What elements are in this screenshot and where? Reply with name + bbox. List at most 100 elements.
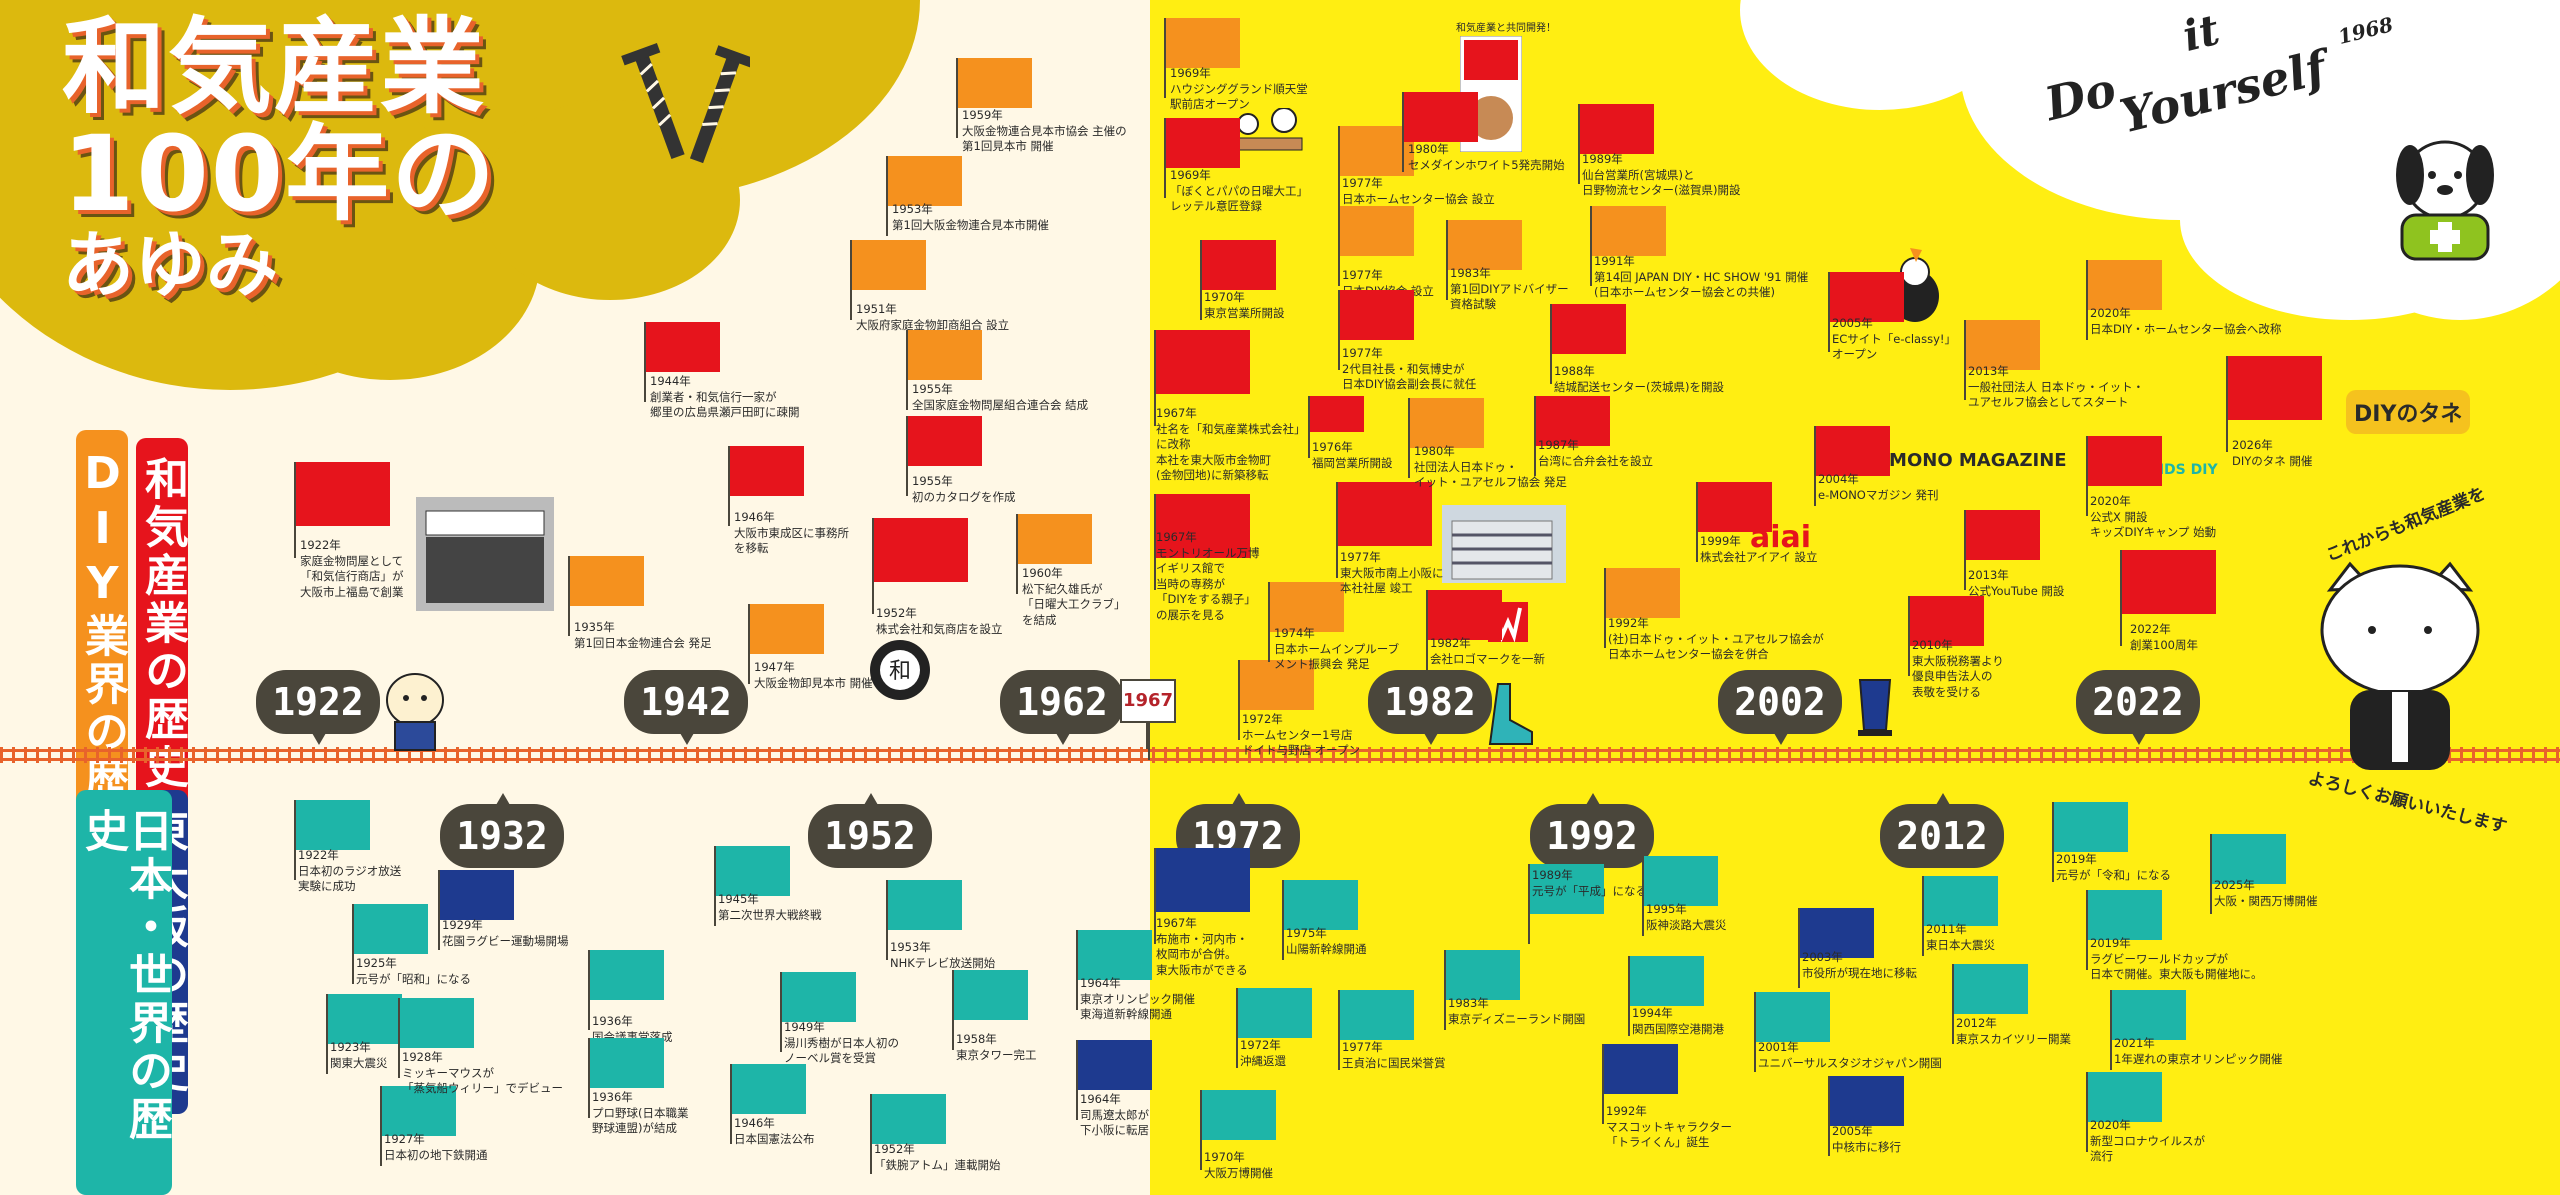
collab-note: 和気産業と共同開発！ bbox=[1456, 23, 1556, 34]
timeline-event-e1969a: 1969年 ハウジンググランド順天堂 駅前店オープン bbox=[1170, 66, 1308, 112]
decade-1922: 1922 bbox=[256, 670, 380, 745]
year-1967-marker: 1967 bbox=[1120, 679, 1176, 749]
timeline-event-e1976: 1976年 福岡営業所開設 bbox=[1312, 440, 1393, 470]
timeline-event-e2020b: 2020年 公式X 開設 キッズDIYキャンプ 始動 bbox=[2090, 494, 2217, 540]
timeline-event-b1923: 1923年 関東大震災 bbox=[330, 1040, 388, 1070]
trai-kun-mascot-icon bbox=[1858, 679, 1892, 736]
timeline-event-e1967b: 1967年 モントリオール万博 イギリス館で 当時の専務が 「DIYをする親子」… bbox=[1156, 530, 1260, 622]
timeline-event-b1927: 1927年 日本初の地下鉄開通 bbox=[384, 1132, 488, 1162]
timeline-event-b1983: 1983年 東京ディズニーランド開園 bbox=[1448, 996, 1586, 1026]
title-line-3: あゆみ bbox=[62, 223, 279, 308]
title-line-1: 和気産業 bbox=[62, 6, 487, 128]
timeline-event-e2013b: 2013年 公式YouTube 開設 bbox=[1968, 568, 2065, 598]
timeline-event-b2021: 2021年 1年遅れの東京オリンピック開催 bbox=[2114, 1036, 2283, 1066]
timeline-event-e2005: 2005年 ECサイト「e-classy!」 オープン bbox=[1832, 316, 1956, 362]
timeline-event-b1964a: 1964年 東京オリンピック開催 東海道新幹線開通 bbox=[1080, 976, 1195, 1022]
timeline-event-e1988: 1988年 結城配送センター(茨城県)を開設 bbox=[1554, 364, 1724, 394]
timeline-event-b1922: 1922年 日本初のラジオ放送 実験に成功 bbox=[298, 848, 402, 894]
timeline-event-b1995: 1995年 阪神淡路大震災 bbox=[1646, 902, 1727, 932]
timeline-event-e1977d: 1977年 東大阪市南上小阪に 本社社屋 竣工 bbox=[1340, 550, 1444, 596]
decade-1952: 1952 bbox=[808, 793, 932, 868]
timeline-event-b1936b: 1936年 プロ野球(日本職業 野球連盟)が結成 bbox=[592, 1090, 689, 1136]
timeline-event-b1952: 1952年 「鉄腕アトム」連載開始 bbox=[874, 1142, 1001, 1172]
timeline-event-e2004: 2004年 e-MONOマガジン 発刊 bbox=[1818, 472, 1939, 502]
timeline-event-e2013a: 2013年 一般社団法人 日本ドゥ・イット・ ユアセルフ協会としてスタート bbox=[1968, 364, 2145, 410]
diy-father-son-illustration bbox=[1235, 108, 1303, 151]
timeline-event-e2022: 2022年 創業100周年 bbox=[2130, 622, 2198, 652]
timeline-event-b1958: 1958年 東京タワー完工 bbox=[956, 1032, 1037, 1062]
timeline-event-b2019a: 2019年 元号が「令和」になる bbox=[2056, 852, 2171, 882]
timeline-event-e1967a: 1967年 社名を「和気産業株式会社」 に改称 本社を東大阪市金物町 (金物団地… bbox=[1156, 406, 1306, 483]
timeline-event-b1953: 1953年 NHKテレビ放送開始 bbox=[890, 940, 996, 970]
timeline-event-b1929: 1929年 花園ラグビー運動場開場 bbox=[442, 918, 569, 948]
timeline-event-e1955b: 1955年 初のカタログを作成 bbox=[912, 474, 1016, 504]
timeline-event-b2011: 2011年 東日本大震災 bbox=[1926, 922, 1995, 952]
decade-2002: 2002 bbox=[1718, 670, 1842, 745]
timeline-event-b1928: 1928年 ミッキーマウスが 「蒸気船ウィリー」でデビュー bbox=[402, 1050, 563, 1096]
timeline-event-e1969b: 1969年 「ぼくとパパの日曜大工」 レッテル意匠登録 bbox=[1170, 168, 1308, 214]
timeline-event-e1955a: 1955年 全国家庭金物問屋組合連合会 結成 bbox=[912, 382, 1089, 412]
timeline-event-e1983: 1983年 第1回DIYアドバイザー 資格試験 bbox=[1450, 266, 1569, 312]
1967-divider bbox=[1148, 690, 1150, 760]
timeline-event-e1992: 1992年 (社)日本ドゥ・イット・ユアセルフ協会が 日本ホームセンター協会を併… bbox=[1608, 616, 1824, 662]
decade-1982: 1982 bbox=[1368, 670, 1492, 745]
timeline-event-e1999: 1999年 株式会社アイアイ 設立 bbox=[1700, 534, 1818, 564]
timeline-event-e1946: 1946年 大阪市東成区に事務所 を移転 bbox=[734, 510, 849, 556]
timeline-event-e1977a: 1977年 日本ホームセンター協会 設立 bbox=[1342, 176, 1495, 206]
timeline-event-b2005: 2005年 中核市に移行 bbox=[1832, 1124, 1901, 1154]
timeline-event-e1944: 1944年 創業者・和気信行一家が 郷里の広島県瀬戸田町に疎開 bbox=[650, 374, 800, 420]
title-line-2: 100年の bbox=[62, 113, 498, 236]
timeline-event-b2003: 2003年 市役所が現在地に移転 bbox=[1802, 950, 1917, 980]
timeline-event-e1980b: 1980年 社団法人日本ドゥ・ イット・ユアセルフ協会 発足 bbox=[1414, 444, 1567, 490]
timeline-event-b1989: 1989年 元号が「平成」になる bbox=[1532, 868, 1647, 898]
timeline-event-e2020a: 2020年 日本DIY・ホームセンター協会へ改称 bbox=[2090, 306, 2282, 336]
decade-2012: 2012 bbox=[1880, 793, 2004, 868]
timeline-event-e1980a: 1980年 セメダインホワイト5発売開始 bbox=[1408, 142, 1565, 172]
emono-logo: e·MONO MAGAZINE bbox=[1870, 450, 2067, 471]
decade-2022: 2022 bbox=[2076, 670, 2200, 745]
decade-1992: 1992 bbox=[1530, 793, 1654, 868]
timeline-event-b1992: 1992年 マスコットキャラクター 「トライくん」誕生 bbox=[1606, 1104, 1733, 1150]
timeline-event-e1935: 1935年 第1回日本金物連合会 発足 bbox=[574, 620, 712, 650]
cat-mascot-icon bbox=[2320, 561, 2480, 770]
timeline-event-e1991: 1991年 第14回 JAPAN DIY・HC SHOW '91 開催 (日本ホ… bbox=[1594, 254, 1809, 300]
timeline-event-e1989: 1989年 仙台営業所(宮城県)と 日野物流センター(滋賀県)開設 bbox=[1582, 152, 1741, 198]
kids-diy-logo: KIDS DIY bbox=[2148, 462, 2218, 478]
storefront-photo bbox=[416, 497, 554, 611]
timeline-rail bbox=[0, 747, 2560, 763]
shoe-icon bbox=[1488, 683, 1533, 745]
page-title: 和気産業 100年の あゆみ bbox=[62, 6, 498, 308]
timeline-event-b1949: 1949年 湯川秀樹が日本人初の ノーベル賞を受賞 bbox=[784, 1020, 899, 1066]
timeline-event-e1953: 1953年 第1回大阪金物連合見本市開催 bbox=[892, 202, 1049, 232]
timeline-event-b1975: 1975年 山陽新幹線開通 bbox=[1286, 926, 1367, 956]
timeline-event-b1925: 1925年 元号が「昭和」になる bbox=[356, 956, 471, 986]
timeline-event-e1952: 1952年 株式会社和気商店を設立 bbox=[876, 606, 1003, 636]
timeline-event-e1922: 1922年 家庭金物問屋として 「和気信行商店」が 大阪市上福島で創業 bbox=[300, 538, 404, 599]
timeline-event-b2020: 2020年 新型コロナウイルスが 流行 bbox=[2090, 1118, 2205, 1164]
timeline-event-e1970: 1970年 東京営業所開設 bbox=[1204, 290, 1285, 320]
timeline-event-b1994: 1994年 関西国際空港開港 bbox=[1632, 1006, 1724, 1036]
building-photo bbox=[1442, 505, 1566, 583]
timeline-event-e1951: 1951年 大阪府家庭金物卸商組合 設立 bbox=[856, 302, 1010, 332]
diy-tane-logo: DIYのタネ bbox=[2346, 390, 2471, 434]
timeline-event-b1972: 1972年 沖縄返還 bbox=[1240, 1038, 1286, 1068]
dog-mascot-icon bbox=[2396, 140, 2494, 261]
screws-icon bbox=[621, 43, 750, 164]
decade-1932: 1932 bbox=[440, 793, 564, 868]
timeline-event-e1982: 1982年 会社ロゴマークを一新 bbox=[1430, 636, 1545, 666]
timeline-event-b2025: 2025年 大阪・関西万博開催 bbox=[2214, 878, 2318, 908]
timeline-event-b1967: 1967年 布施市・河内市・ 枚岡市が合併。 東大阪市ができる bbox=[1156, 916, 1248, 977]
timeline-event-b1946: 1946年 日本国憲法公布 bbox=[734, 1116, 815, 1146]
label-world-history: 日本・世界の歴史 bbox=[76, 790, 172, 1195]
decade-1962: 1962 bbox=[1000, 670, 1124, 745]
timeline-event-b1945: 1945年 第二次世界大戦終戦 bbox=[718, 892, 822, 922]
timeline-event-e2010: 2010年 東大阪税務署より 優良申告法人の 表敬を受ける bbox=[1912, 638, 2004, 699]
decade-1942: 1942 bbox=[624, 670, 748, 745]
wa-logo-icon: 和 bbox=[870, 640, 930, 700]
baby-mascot-icon bbox=[386, 673, 444, 751]
timeline-event-e1947: 1947年 大阪金物卸見本市 開催 bbox=[754, 660, 873, 690]
timeline-event-b1964b: 1964年 司馬遼太郎が 下小阪に転居 bbox=[1080, 1092, 1149, 1138]
timeline-event-b1970: 1970年 大阪万博開催 bbox=[1204, 1150, 1273, 1180]
timeline-event-e1974: 1974年 日本ホームインプルーブ メント振興会 発足 bbox=[1274, 626, 1400, 672]
timeline-event-b1977: 1977年 王貞治に国民栄誉賞 bbox=[1342, 1040, 1446, 1070]
